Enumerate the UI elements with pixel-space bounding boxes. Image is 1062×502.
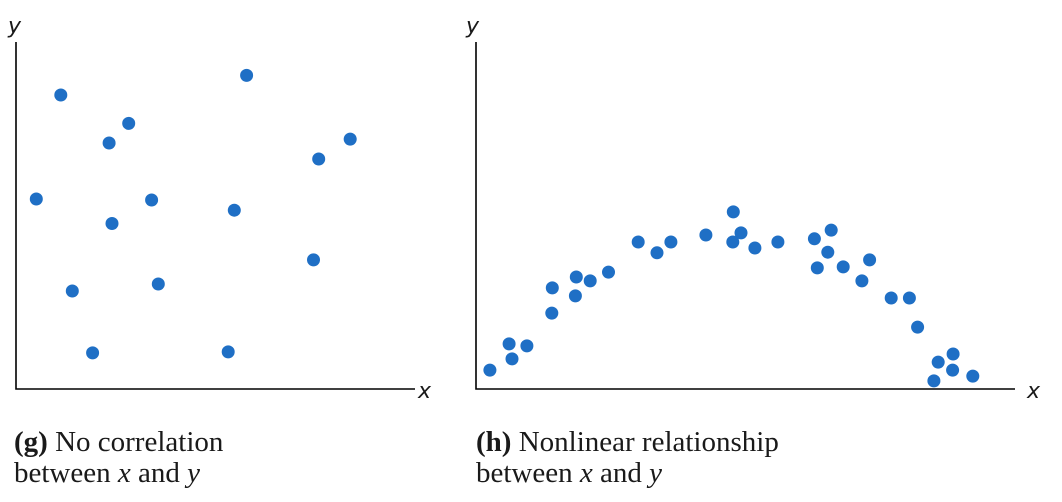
panel-h-data-point-10	[602, 265, 615, 279]
panel-h-data-point-27	[884, 291, 898, 305]
panel-g-caption-var-y: y	[187, 457, 200, 489]
panel-g-y-axis-label: y	[7, 14, 22, 39]
panel-g-points	[29, 68, 357, 360]
panel-h-data-point-13	[664, 235, 678, 249]
panel-g-x-axis-label: x	[417, 379, 432, 404]
panel-g-data-point-9	[151, 277, 165, 291]
panel-h-data-point-25	[855, 274, 869, 288]
panel-g-data-point-14	[312, 152, 326, 166]
panel-h-data-point-15	[726, 235, 740, 249]
panel-g-data-point-1	[29, 192, 43, 206]
panel-g-caption-line-1: (g) No correlation	[14, 427, 223, 458]
panel-g-scatter: y x	[7, 14, 432, 404]
panel-g-caption-line-2: between x and y	[14, 458, 223, 489]
panel-h-data-point-7	[568, 289, 582, 303]
panel-h-data-point-21	[810, 261, 824, 275]
panel-h-data-point-3	[505, 352, 519, 366]
panel-h-data-point-22	[821, 245, 835, 259]
panel-g-data-point-13	[307, 253, 320, 267]
panel-h-caption-var-x: x	[579, 457, 593, 489]
panel-h-data-point-33	[946, 347, 960, 361]
panel-h-data-point-4	[520, 339, 534, 353]
panel-h-data-point-9	[583, 274, 597, 288]
panel-h-data-point-6	[545, 281, 559, 295]
panel-h-caption-between: between	[476, 457, 573, 489]
panel-g-tag: (g)	[14, 426, 48, 458]
panel-h-data-point-19	[771, 235, 785, 249]
panel-h-data-point-8	[569, 270, 583, 284]
panel-g-data-point-5	[102, 136, 116, 150]
panel-h-data-point-34	[966, 369, 980, 383]
panel-h-caption-title: Nonlinear relationship	[518, 426, 779, 458]
panel-g-data-point-15	[343, 132, 357, 146]
panel-h-data-point-18	[748, 241, 762, 255]
panel-h-scatter: y x	[465, 14, 1041, 404]
panel-g-data-point-8	[145, 193, 159, 207]
panel-g-caption-title: No correlation	[55, 426, 224, 458]
panel-h-caption-line-2: between x and y	[476, 458, 779, 489]
panel-h-data-point-17	[734, 226, 748, 240]
panel-h-data-point-31	[931, 355, 945, 369]
panel-h-data-point-2	[502, 337, 516, 351]
panel-h-points	[483, 205, 980, 388]
panel-h-caption: (h) Nonlinear relationship between x and…	[476, 427, 779, 489]
panel-h-y-axis-label: y	[465, 14, 480, 39]
panel-g-data-point-3	[65, 284, 79, 298]
panel-h-caption-line-1: (h) Nonlinear relationship	[476, 427, 779, 458]
panel-g-axes	[15, 42, 415, 390]
panel-g-data-point-11	[227, 203, 241, 217]
panel-g-caption-var-x: x	[117, 457, 131, 489]
panel-h-caption-var-y: y	[649, 457, 662, 489]
panel-g-caption-between: between	[14, 457, 111, 489]
panel-g-caption: (g) No correlation between x and y	[14, 427, 223, 489]
panel-g-caption-and: and	[138, 457, 180, 489]
panel-h-data-point-28	[902, 291, 916, 305]
panel-h-data-point-23	[824, 223, 838, 237]
panel-g-data-point-10	[221, 345, 235, 359]
panel-h-data-point-12	[650, 246, 664, 260]
panel-h-data-point-14	[699, 228, 713, 242]
panel-h-data-point-11	[631, 235, 645, 249]
panel-h-tag: (h)	[476, 426, 512, 458]
panel-h-data-point-1	[483, 363, 497, 377]
panel-g-data-point-12	[240, 68, 254, 82]
panel-h-data-point-16	[726, 205, 740, 219]
panel-g-data-point-4	[86, 346, 100, 360]
panel-h-data-point-32	[946, 363, 960, 377]
panel-g-data-point-6	[105, 217, 119, 230]
panel-h-data-point-29	[911, 320, 925, 334]
panel-h-data-point-30	[927, 374, 941, 388]
panel-h-data-point-5	[545, 306, 559, 320]
panel-h-data-point-24	[836, 260, 850, 274]
panel-h-data-point-20	[807, 232, 821, 246]
panel-g-data-point-2	[54, 88, 68, 102]
panel-g-data-point-7	[122, 116, 136, 130]
panel-h-data-point-26	[863, 253, 877, 267]
panel-h-axes	[475, 42, 1015, 390]
panel-h-caption-and: and	[600, 457, 642, 489]
panel-h-x-axis-label: x	[1026, 379, 1041, 404]
